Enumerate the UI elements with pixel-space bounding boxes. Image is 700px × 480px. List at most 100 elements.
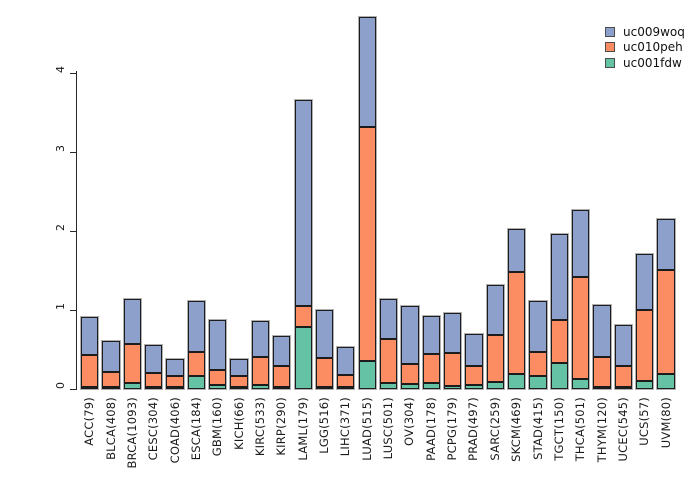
uc010peh-segment (593, 357, 611, 387)
bar-laml179 (293, 99, 313, 390)
uc010peh-segment (358, 127, 376, 361)
uc009woq-segment (102, 341, 120, 372)
x-tick-label: UCEC(545) (615, 397, 630, 462)
uc010peh-segment (508, 272, 526, 374)
uc010peh-segment (251, 357, 270, 385)
x-tick-label: CESC(304) (146, 397, 161, 461)
uc001fdw-segment (315, 387, 334, 389)
uc009woq-segment (465, 334, 483, 366)
uc001fdw-segment (572, 379, 590, 389)
uc001fdw-segment (166, 387, 184, 389)
uc009woq-segment (614, 325, 633, 366)
uc010peh-segment (636, 310, 654, 381)
uc010peh-segment (209, 370, 227, 385)
uc010peh-segment (422, 354, 440, 383)
legend-item-uc001fdw: uc001fdw (605, 55, 685, 71)
uc001fdw-segment (614, 387, 633, 389)
uc010peh-segment (230, 376, 248, 387)
y-tick-label: 1 (54, 302, 67, 310)
x-tick-label: LAML(179) (295, 397, 310, 461)
uc009woq-segment (251, 321, 270, 357)
uc009woq-segment (166, 359, 184, 376)
bar-acc79 (79, 316, 100, 390)
x-tick-label: LIHC(371) (338, 397, 353, 457)
uc001fdw-segment (529, 376, 547, 389)
uc009woq-segment (358, 17, 376, 127)
x-tick-label: BRCA(1093) (124, 397, 139, 469)
uc001fdw-segment (443, 386, 462, 389)
legend-swatch-uc001fdw (605, 57, 615, 68)
x-tick-label: KIRP(290) (274, 397, 289, 456)
uc001fdw-segment (465, 385, 483, 389)
bar-ucec545 (613, 324, 634, 390)
uc010peh-segment (379, 339, 398, 383)
uc001fdw-segment (273, 387, 291, 389)
bar-kirp290 (272, 335, 292, 390)
bar-stad415 (528, 300, 548, 390)
x-tick-label: PCPG(179) (445, 397, 460, 461)
uc009woq-segment (401, 306, 419, 364)
uc001fdw-segment (230, 387, 248, 389)
uc009woq-segment (443, 313, 462, 353)
uc010peh-segment (187, 352, 206, 376)
legend-label: uc009woq (623, 24, 685, 39)
x-tick-label: SARC(259) (487, 397, 502, 461)
y-tick-label: 4 (54, 65, 67, 73)
y-tick-label: 3 (54, 144, 67, 152)
legend-label: uc010peh (623, 40, 683, 55)
bar-paad178 (421, 315, 441, 390)
uc009woq-segment (209, 320, 227, 370)
bar-pcpg179 (442, 312, 463, 390)
uc009woq-segment (593, 305, 611, 357)
x-tick-label: LGG(516) (317, 397, 331, 454)
uc009woq-segment (230, 359, 248, 376)
uc009woq-segment (636, 254, 654, 310)
uc009woq-segment (422, 316, 440, 354)
x-tick-label: PRAD(497) (466, 397, 481, 461)
x-tick-label: ACC(79) (82, 397, 97, 446)
uc009woq-segment (315, 310, 334, 358)
bar-kirc533 (250, 320, 271, 390)
uc010peh-segment (145, 373, 163, 387)
uc001fdw-segment (102, 387, 120, 389)
uc010peh-segment (465, 366, 483, 385)
uc010peh-segment (166, 376, 184, 387)
y-axis-tick (70, 230, 76, 232)
uc001fdw-segment (123, 383, 141, 389)
uc001fdw-segment (422, 383, 440, 389)
y-axis-tick (70, 72, 76, 74)
uc001fdw-segment (294, 327, 312, 389)
bar-uvm80 (656, 218, 676, 390)
uc001fdw-segment (593, 387, 611, 389)
x-tick-label: KIRC(533) (252, 397, 267, 457)
x-tick-label: SKCM(469) (509, 397, 524, 462)
x-tick-label: UCS(57) (637, 397, 652, 446)
uc001fdw-segment (209, 385, 227, 389)
uc010peh-segment (315, 358, 334, 387)
uc010peh-segment (550, 320, 568, 363)
y-tick-label: 2 (54, 223, 67, 231)
uc001fdw-segment (358, 361, 376, 389)
bar-gbm160 (208, 319, 228, 390)
uc001fdw-segment (187, 376, 206, 389)
uc009woq-segment (508, 229, 526, 272)
y-axis-tick (70, 151, 76, 153)
x-tick-label: KICH(66) (231, 397, 246, 450)
x-tick-label: LUSC(501) (381, 397, 396, 460)
y-axis-tick (70, 388, 76, 390)
uc001fdw-segment (81, 387, 99, 389)
legend-item-uc010peh: uc010peh (605, 40, 685, 56)
uc009woq-segment (337, 347, 355, 375)
uc009woq-segment (529, 301, 547, 352)
uc009woq-segment (187, 301, 206, 352)
bar-ucs57 (635, 253, 655, 390)
uc001fdw-segment (401, 384, 419, 389)
uc010peh-segment (572, 277, 590, 379)
y-tick-label: 0 (54, 381, 67, 389)
bar-kich66 (229, 358, 249, 390)
uc010peh-segment (443, 353, 462, 386)
uc001fdw-segment (145, 387, 163, 389)
x-tick-label: BLCA(408) (103, 397, 118, 460)
x-tick-label: THYM(120) (594, 397, 609, 463)
